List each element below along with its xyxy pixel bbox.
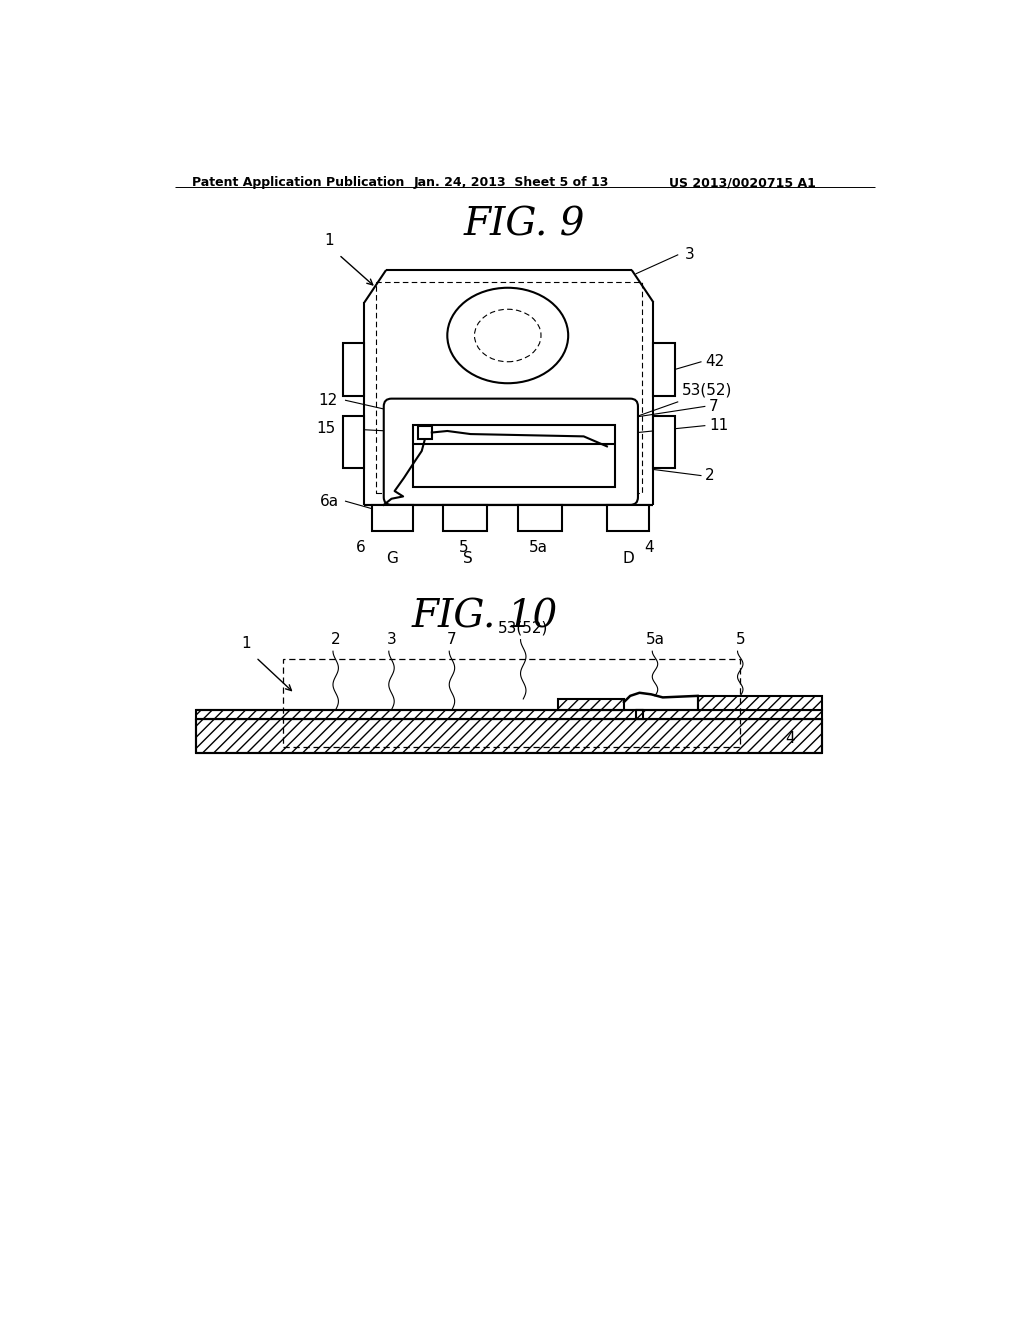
Text: S: S bbox=[463, 552, 473, 566]
Text: 3: 3 bbox=[684, 247, 694, 263]
Text: 12: 12 bbox=[318, 392, 337, 408]
Bar bbox=[197, 719, 821, 752]
Text: 3: 3 bbox=[387, 631, 396, 647]
Text: 1: 1 bbox=[325, 234, 334, 248]
Bar bbox=[636, 710, 821, 719]
Ellipse shape bbox=[474, 309, 541, 362]
Text: 7: 7 bbox=[447, 631, 457, 647]
Text: 42: 42 bbox=[706, 354, 725, 370]
Text: 6a: 6a bbox=[319, 494, 339, 508]
Text: Patent Application Publication: Patent Application Publication bbox=[191, 176, 403, 189]
Text: US 2013/0020715 A1: US 2013/0020715 A1 bbox=[669, 176, 816, 189]
Text: 4: 4 bbox=[644, 540, 653, 556]
Text: 1: 1 bbox=[241, 636, 251, 651]
Text: 53(52): 53(52) bbox=[498, 620, 549, 636]
Bar bbox=[518, 506, 562, 531]
Text: 5: 5 bbox=[735, 631, 745, 647]
Text: 4: 4 bbox=[785, 731, 795, 746]
Bar bbox=[376, 281, 642, 494]
Text: D: D bbox=[622, 552, 634, 566]
FancyBboxPatch shape bbox=[384, 399, 638, 506]
Ellipse shape bbox=[447, 288, 568, 383]
Bar bbox=[558, 700, 624, 710]
Bar bbox=[414, 425, 614, 487]
Text: Jan. 24, 2013  Sheet 5 of 13: Jan. 24, 2013 Sheet 5 of 13 bbox=[414, 176, 608, 189]
Text: 6: 6 bbox=[355, 540, 366, 556]
Bar bbox=[607, 506, 649, 531]
Text: FIG. 9: FIG. 9 bbox=[464, 206, 586, 243]
Text: FIG. 10: FIG. 10 bbox=[412, 599, 558, 636]
Bar bbox=[283, 659, 740, 747]
Text: 7: 7 bbox=[710, 399, 719, 414]
Bar bbox=[653, 343, 675, 396]
Text: 5: 5 bbox=[459, 540, 468, 556]
Text: G: G bbox=[386, 552, 398, 566]
Bar bbox=[418, 425, 432, 440]
Text: 11: 11 bbox=[710, 418, 728, 433]
Bar bbox=[442, 506, 486, 531]
Text: 5a: 5a bbox=[529, 540, 548, 556]
Text: 2: 2 bbox=[706, 469, 715, 483]
Bar bbox=[343, 416, 365, 469]
Bar bbox=[197, 710, 643, 719]
Bar bbox=[372, 506, 414, 531]
Bar bbox=[697, 696, 821, 710]
Text: 5a: 5a bbox=[645, 631, 665, 647]
Bar bbox=[653, 416, 675, 469]
Bar bbox=[343, 343, 365, 396]
Text: 2: 2 bbox=[331, 631, 341, 647]
Text: 53(52): 53(52) bbox=[682, 383, 732, 397]
Text: 15: 15 bbox=[316, 421, 336, 436]
